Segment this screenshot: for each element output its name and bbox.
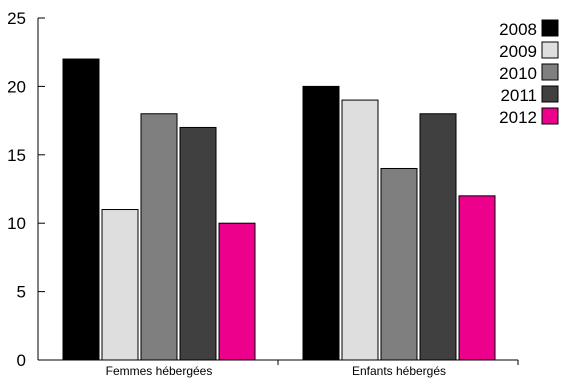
bar-2011-1 <box>419 113 457 361</box>
legend-swatch-2012 <box>541 107 559 125</box>
bar-2008-1 <box>302 85 340 361</box>
category-label: Femmes hébergées <box>106 364 213 378</box>
bar-2009-1 <box>341 99 379 361</box>
y-tick-label: 10 <box>7 214 26 233</box>
bar-2012-1 <box>458 195 496 361</box>
legend-label: 2008 <box>499 20 537 39</box>
y-tick-label: 5 <box>17 283 26 302</box>
bar-2009-0 <box>101 209 139 361</box>
legend-swatch-2010 <box>541 63 559 81</box>
category-label: Enfants hébergés <box>352 364 446 378</box>
legend-swatch-2011 <box>541 85 559 103</box>
legend-swatch-2008 <box>541 19 559 37</box>
bar-2011-0 <box>179 126 217 361</box>
labels: 0 5 10 15 20 25 Femmes hébergées Enfants héberg… <box>7 9 446 378</box>
legend-label: 2009 <box>499 42 537 61</box>
legend-label: 2011 <box>500 86 537 105</box>
y-tick-label: 0 <box>17 351 26 370</box>
bar-2010-1 <box>380 167 418 361</box>
legend: 2008 2009 2010 2011 2012 <box>499 19 559 127</box>
bar-2010-0 <box>140 113 178 361</box>
bar-2008-0 <box>62 58 100 361</box>
legend-label: 2012 <box>499 108 537 127</box>
bar-2012-0 <box>218 222 256 361</box>
y-tick-label: 25 <box>7 9 26 28</box>
legend-label: 2010 <box>499 64 537 83</box>
y-tick-label: 20 <box>7 77 26 96</box>
y-tick-label: 15 <box>7 146 26 165</box>
legend-swatch-2009 <box>541 41 559 59</box>
bars <box>62 58 496 361</box>
